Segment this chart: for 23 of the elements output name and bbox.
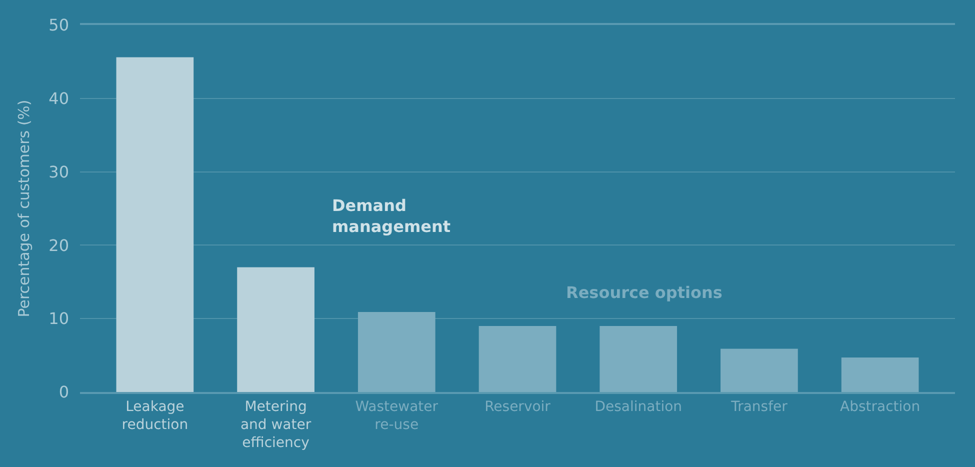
x-tick-label: Transfer [730,398,788,415]
x-tick-label: Wastewater re-use [355,398,438,433]
y-tick-label: 0 [58,382,69,402]
bar [116,57,194,392]
annotation: Resource options [566,283,722,302]
x-tick-label: Reservoir [484,398,551,415]
bar [237,267,314,392]
bar [478,326,556,392]
x-tick-label: Metering and water efficiency [240,398,312,452]
bar [600,326,678,392]
y-tick-label: 50 [48,16,69,35]
bar [841,358,919,392]
y-tick-label: 20 [48,236,69,255]
x-tick-label: Abstraction [840,398,920,415]
bar [358,312,436,392]
bar [720,348,798,392]
x-tick-label: Leakage reduction [122,398,188,433]
y-tick-label: 40 [48,89,69,108]
annotation: Demand management [332,196,451,236]
y-tick-label: 30 [48,162,69,182]
x-tick-label: Desalination [594,398,682,415]
y-tick-label: 10 [48,309,69,328]
y-axis-title: Percentage of customers (%) [14,100,33,318]
